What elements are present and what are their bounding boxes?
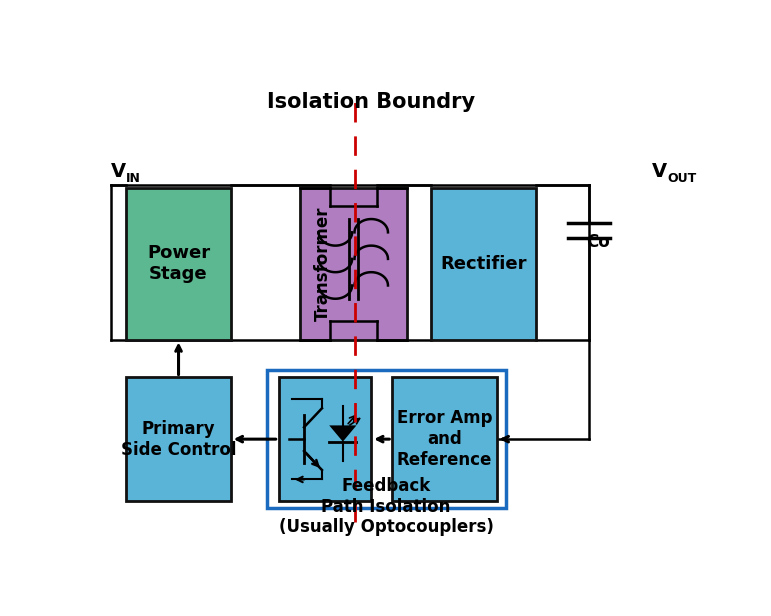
Text: Isolation Boundry: Isolation Boundry	[268, 92, 475, 112]
Text: IN: IN	[126, 172, 141, 185]
Text: V: V	[652, 161, 667, 180]
FancyBboxPatch shape	[392, 378, 497, 501]
FancyBboxPatch shape	[126, 378, 231, 501]
Text: OUT: OUT	[667, 172, 696, 185]
Text: Power
Stage: Power Stage	[147, 245, 210, 283]
Text: Rectifier: Rectifier	[440, 254, 527, 273]
Text: V: V	[111, 161, 126, 180]
FancyBboxPatch shape	[299, 188, 407, 339]
Text: Error Amp
and
Reference: Error Amp and Reference	[397, 410, 492, 469]
FancyBboxPatch shape	[126, 188, 231, 339]
FancyBboxPatch shape	[278, 378, 371, 501]
Text: Feedback
Path Isolation
(Usually Optocouplers): Feedback Path Isolation (Usually Optocou…	[279, 477, 493, 537]
Polygon shape	[329, 426, 356, 442]
FancyBboxPatch shape	[431, 188, 536, 339]
Text: Primary
Side Control: Primary Side Control	[121, 419, 236, 458]
Text: Co: Co	[587, 233, 610, 251]
Text: Transformer: Transformer	[315, 206, 332, 321]
